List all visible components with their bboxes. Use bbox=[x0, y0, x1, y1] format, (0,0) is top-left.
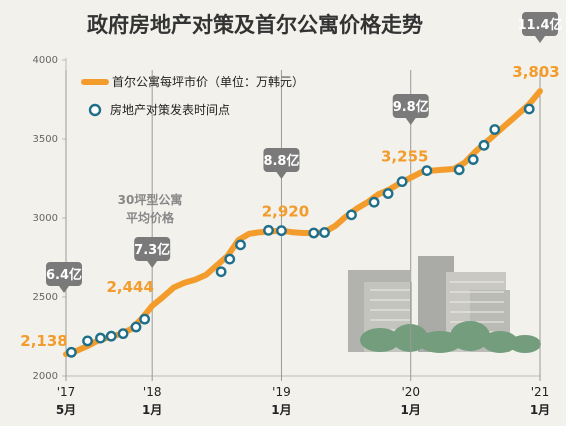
y-tick-label: 4000 bbox=[33, 55, 58, 66]
x-tick-year: '19 bbox=[272, 385, 291, 399]
policy-point bbox=[489, 124, 501, 135]
x-tick-month: 1月 bbox=[401, 403, 421, 417]
callout-pointer bbox=[405, 118, 416, 125]
policy-point bbox=[235, 239, 246, 251]
policy-point bbox=[95, 332, 106, 344]
callout-text: 9.8亿 bbox=[393, 99, 429, 115]
callout-box bbox=[522, 12, 558, 36]
x-tick-year: '20 bbox=[401, 385, 420, 399]
policy-point bbox=[105, 330, 117, 342]
callout-pointer bbox=[59, 286, 69, 293]
policy-point bbox=[368, 196, 380, 208]
legend-series-label: 首尔公寓每坪市价（单位：万韩元） bbox=[112, 74, 304, 89]
legend-marker-label: 房地产对策发表时间点 bbox=[110, 102, 230, 117]
chart-title: 政府房地产对策及首尔公寓价格走势 bbox=[87, 13, 423, 37]
price-callout: 8.8亿 bbox=[263, 148, 299, 179]
legend-marker-swatch bbox=[88, 103, 102, 117]
callout-box bbox=[134, 237, 171, 261]
policy-point bbox=[215, 266, 227, 278]
legend: 首尔公寓每坪市价（单位：万韩元） 房地产对策发表时间点 bbox=[81, 74, 304, 117]
callout-box bbox=[46, 262, 82, 286]
policy-point bbox=[453, 164, 465, 176]
price-callout: 9.8亿 bbox=[393, 94, 429, 125]
policy-markers bbox=[65, 103, 535, 358]
price-callouts: 6.4亿 7.3亿 8.8亿 9.8亿 11.4亿 bbox=[46, 12, 563, 293]
policy-point bbox=[478, 139, 490, 151]
policy-point bbox=[346, 209, 357, 221]
policy-point bbox=[276, 225, 287, 237]
x-axis: '17 5月 '18 1月 '19 1月 '20 1月 '21 1月 bbox=[56, 375, 550, 417]
value-label: 3,255 bbox=[381, 148, 428, 166]
x-tick-year: '18 bbox=[143, 385, 162, 399]
callout-pointer bbox=[147, 261, 158, 268]
value-label: 2,444 bbox=[106, 278, 153, 296]
callout-box bbox=[263, 148, 300, 172]
callout-text: 8.8亿 bbox=[263, 153, 299, 169]
x-tick-month: 5月 bbox=[56, 403, 76, 417]
policy-point bbox=[319, 227, 330, 238]
price-callout: 7.3亿 bbox=[134, 237, 170, 268]
policy-point bbox=[308, 227, 320, 239]
price-callout: 11.4亿 bbox=[517, 12, 563, 43]
value-label: 2,920 bbox=[262, 203, 309, 221]
y-tick-label: 3000 bbox=[33, 213, 58, 224]
policy-point bbox=[396, 176, 408, 188]
policy-point bbox=[263, 224, 274, 236]
note-line-2: 平均价格 bbox=[126, 210, 175, 225]
policy-point bbox=[130, 321, 142, 333]
x-tick-month: 1月 bbox=[142, 403, 162, 417]
annotation-note: 30坪型公寓 平均价格 bbox=[118, 192, 183, 225]
policy-point bbox=[65, 346, 77, 358]
x-tick-year: '21 bbox=[531, 385, 550, 399]
y-tick-label: 2500 bbox=[33, 292, 58, 303]
callout-box bbox=[392, 94, 429, 118]
x-tick-month: 1月 bbox=[271, 403, 291, 417]
value-label: 3,803 bbox=[512, 63, 559, 81]
callout-text: 11.4亿 bbox=[517, 17, 562, 33]
callout-pointer bbox=[535, 36, 545, 43]
policy-point bbox=[523, 103, 535, 115]
note-line-1: 30坪型公寓 bbox=[118, 192, 183, 207]
policy-point bbox=[421, 165, 433, 177]
policy-point bbox=[382, 188, 394, 199]
callout-pointer bbox=[276, 172, 287, 179]
policy-point bbox=[467, 154, 479, 165]
value-label: 2,138 bbox=[20, 332, 67, 350]
policy-point bbox=[117, 328, 129, 340]
callout-text: 6.4亿 bbox=[46, 267, 82, 283]
x-tick-month: 1月 bbox=[530, 403, 550, 417]
policy-point bbox=[82, 335, 93, 347]
policy-point bbox=[139, 313, 151, 325]
policy-point bbox=[224, 253, 236, 265]
callout-text: 7.3亿 bbox=[134, 242, 170, 258]
value-labels: 2,138 2,444 2,920 3,255 3,803 bbox=[20, 63, 559, 350]
apartment-illustration bbox=[348, 256, 541, 353]
y-tick-label: 3500 bbox=[33, 134, 58, 145]
x-tick-year: '17 bbox=[57, 385, 76, 399]
y-tick-label: 2000 bbox=[33, 371, 58, 382]
price-callout: 6.4亿 bbox=[46, 262, 82, 293]
